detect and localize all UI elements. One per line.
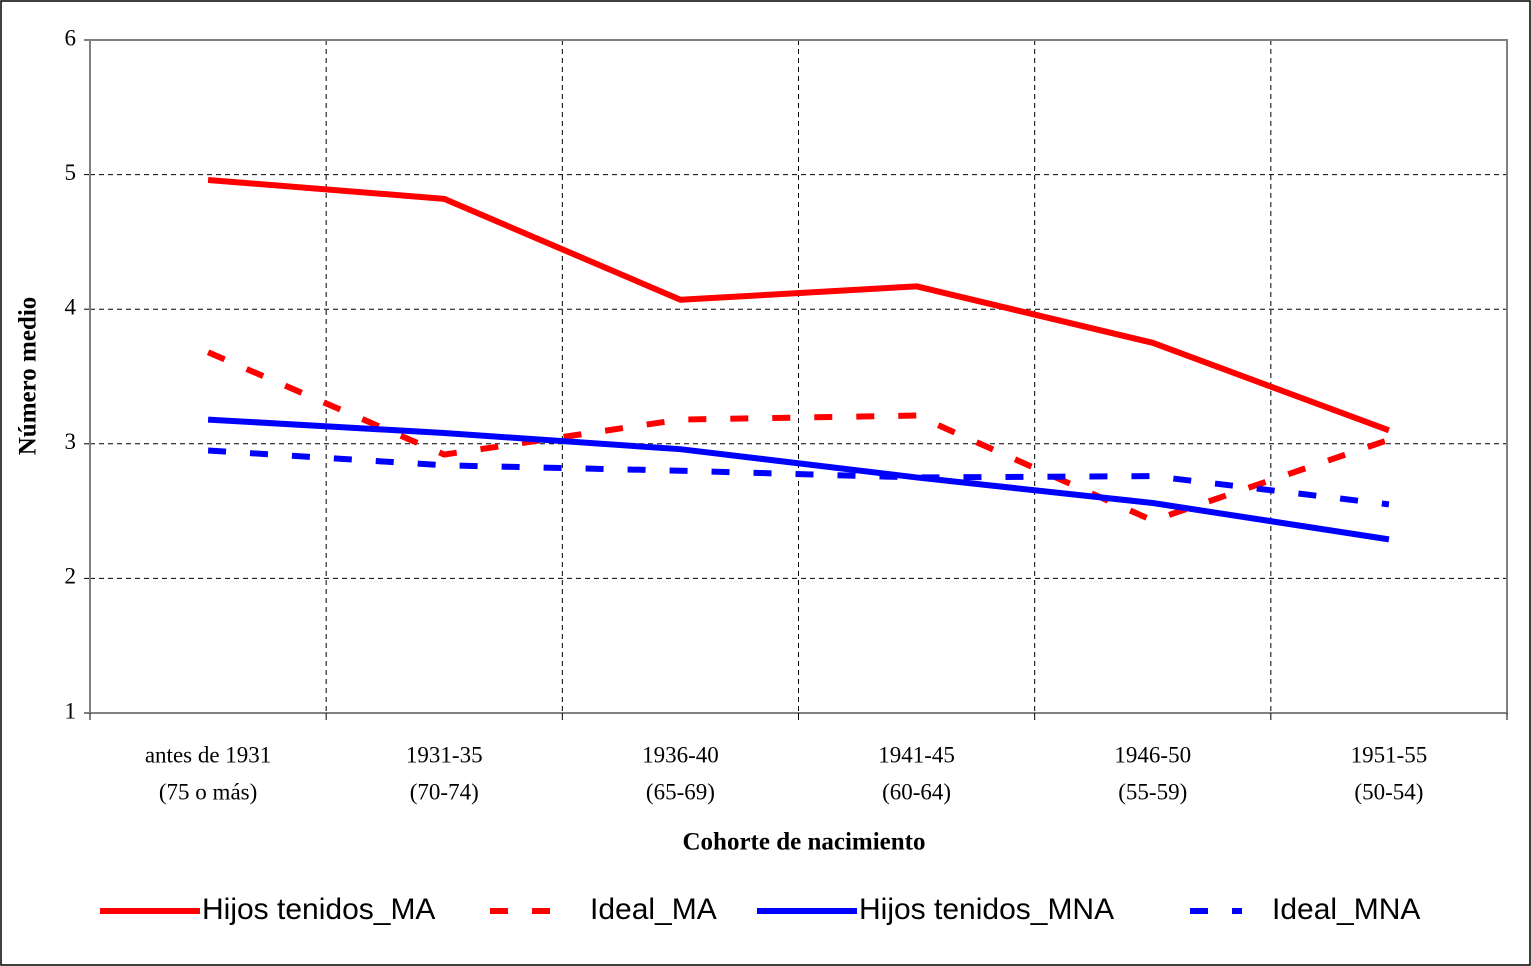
y-tick-label: 2: [65, 564, 77, 589]
x-tick-label: 1931-35: [406, 742, 483, 767]
x-tick-label: (70-74): [410, 779, 479, 804]
x-tick-label: (60-64): [882, 779, 951, 804]
y-tick-label: 1: [65, 698, 77, 723]
x-tick-label: antes de 1931: [145, 742, 271, 767]
y-tick-label: 5: [65, 160, 77, 185]
x-tick-label: (65-69): [646, 779, 715, 804]
y-axis-title: Número medio: [15, 297, 42, 456]
y-tick-label: 4: [65, 294, 77, 319]
data-line: [207, 447, 1390, 508]
x-tick-label: 1941-45: [878, 742, 955, 767]
legend-label: Ideal_MNA: [1272, 893, 1420, 926]
y-tick-label: 6: [65, 25, 77, 50]
x-tick-label: (55-59): [1118, 779, 1187, 804]
legend-label: Hijos tenidos_MA: [202, 893, 435, 926]
x-axis-title: Cohorte de nacimiento: [682, 829, 925, 856]
y-tick-label: 3: [65, 429, 77, 454]
x-tick-label: 1946-50: [1114, 742, 1191, 767]
legend-label: Ideal_MA: [590, 893, 717, 926]
legend-label: Hijos tenidos_MNA: [859, 893, 1114, 926]
x-tick-label: 1936-40: [642, 742, 719, 767]
x-tick-label: 1951-55: [1351, 742, 1428, 767]
x-tick-label: (75 o más): [159, 779, 257, 804]
data-line: [206, 349, 1390, 524]
data-line: [207, 416, 1390, 543]
x-tick-label: (50-54): [1354, 779, 1423, 804]
data-line: [207, 176, 1390, 434]
